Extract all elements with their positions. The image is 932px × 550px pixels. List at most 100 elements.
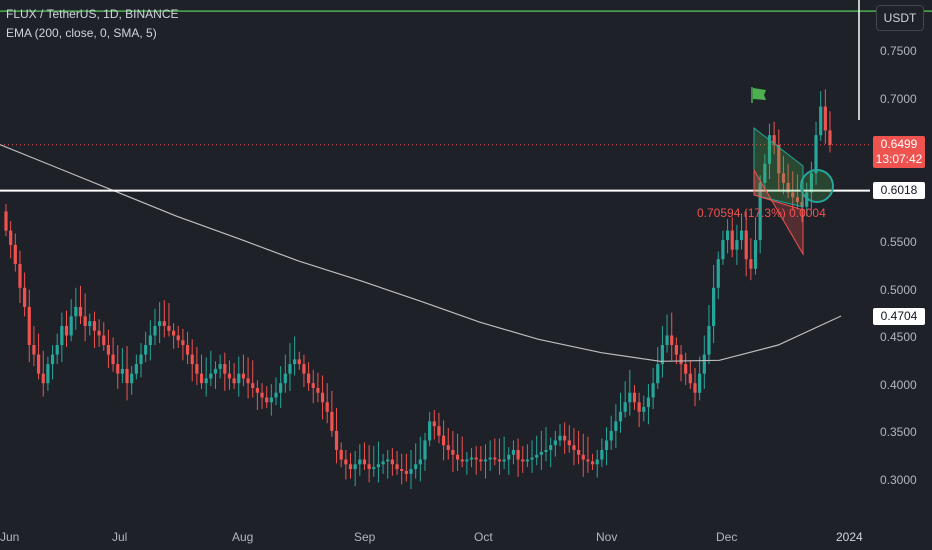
candle-body <box>362 459 367 465</box>
candle-body <box>390 459 394 465</box>
pattern-measure-label: 0.70594 (17.3%) 0.0004 <box>697 206 826 220</box>
candle-body <box>786 182 790 193</box>
candle-body <box>809 173 813 193</box>
price-tick: 0.5500 <box>880 235 917 249</box>
candle-body <box>595 459 599 465</box>
flag-marker-icon <box>753 88 766 100</box>
candle-body <box>204 378 208 384</box>
price-tick: 0.4000 <box>880 378 917 392</box>
indicator-legend[interactable]: EMA (200, close, 0, SMA, 5) <box>6 26 157 40</box>
candle-body <box>828 130 832 145</box>
candle-body <box>777 144 781 174</box>
candle-body <box>116 364 120 374</box>
candle-body <box>735 240 739 250</box>
candle-body <box>758 182 762 241</box>
symbol-title: FLUX / TetherUS, 1D, BINANCE <box>6 7 179 21</box>
candle-body <box>181 340 185 346</box>
candle-body <box>618 411 623 422</box>
candle-body <box>139 354 143 365</box>
candle-body <box>199 373 204 384</box>
candle-body <box>428 421 432 441</box>
candle-body <box>535 454 539 458</box>
candle-body <box>74 306 78 317</box>
candle-body <box>604 440 609 450</box>
candle-body <box>530 457 534 460</box>
candle-body <box>386 459 390 462</box>
candle-body <box>767 135 772 164</box>
candle-body <box>823 106 827 131</box>
candle-body <box>306 373 311 384</box>
candle-body <box>134 364 138 374</box>
candle-body <box>600 449 604 460</box>
currency-button[interactable]: USDT <box>876 5 924 31</box>
breakout-circle <box>800 169 834 203</box>
candle-body <box>516 449 520 460</box>
candle-body <box>614 421 618 431</box>
candle-body <box>83 316 87 326</box>
candle-body <box>721 240 725 260</box>
candle-body <box>665 335 669 346</box>
candle-body <box>763 163 767 183</box>
price-tick: 0.3000 <box>880 473 917 487</box>
candle-body <box>9 230 13 245</box>
candle-body <box>488 457 492 460</box>
candle-body <box>739 230 744 241</box>
candle-body <box>572 445 576 450</box>
last-price-tag: 0.6499 13:07:42 <box>873 136 925 168</box>
candle-body <box>311 383 315 388</box>
candle-body <box>130 373 134 384</box>
candle-body <box>707 325 711 355</box>
candle-body <box>241 373 246 379</box>
ema-value-tag: 0.4704 <box>873 308 925 325</box>
candle-body <box>637 402 641 412</box>
candle-body <box>497 459 502 462</box>
candle-body <box>293 359 297 365</box>
candle-body <box>251 383 255 388</box>
candle-body <box>539 451 543 455</box>
candle-body <box>46 364 50 384</box>
candle-body <box>404 470 408 474</box>
time-tick: Nov <box>596 530 618 544</box>
candle-body <box>32 345 36 355</box>
candle-body <box>348 464 353 470</box>
candle-body <box>442 435 446 446</box>
candle-body <box>702 354 706 374</box>
candle-body <box>795 197 800 202</box>
candle-body <box>120 368 124 374</box>
candle-body <box>628 392 632 403</box>
candle-body <box>609 430 613 441</box>
candle-body <box>339 449 343 460</box>
candle-body <box>446 445 450 450</box>
candle-body <box>153 325 157 336</box>
candle-body <box>316 387 320 393</box>
candle-body <box>502 459 506 462</box>
candle-body <box>632 392 637 403</box>
candle-body <box>158 321 162 326</box>
candle-body <box>465 459 469 462</box>
candle-body <box>213 368 218 374</box>
candle-body <box>507 454 511 460</box>
candle-body <box>274 392 278 398</box>
candle-body <box>716 259 720 288</box>
candle-body <box>474 457 478 460</box>
candle-body <box>176 335 180 341</box>
candle-body <box>269 397 273 403</box>
candle-body <box>125 368 129 384</box>
candle-body <box>651 383 655 398</box>
candle-body <box>674 345 678 355</box>
candle-body <box>367 464 371 470</box>
candle-body <box>50 354 55 365</box>
time-tick: Jun <box>0 530 20 544</box>
candle-body <box>88 321 92 326</box>
price-tick: 0.7000 <box>880 92 917 106</box>
candle-body <box>195 364 199 374</box>
candle-body <box>679 354 683 365</box>
candle-body <box>646 397 651 408</box>
candle-body <box>749 259 753 269</box>
candle-body <box>223 364 227 374</box>
support-level-tag: 0.6018 <box>873 182 925 199</box>
candle-body <box>209 373 213 379</box>
candle-body <box>334 430 339 450</box>
candle-body <box>590 461 595 465</box>
